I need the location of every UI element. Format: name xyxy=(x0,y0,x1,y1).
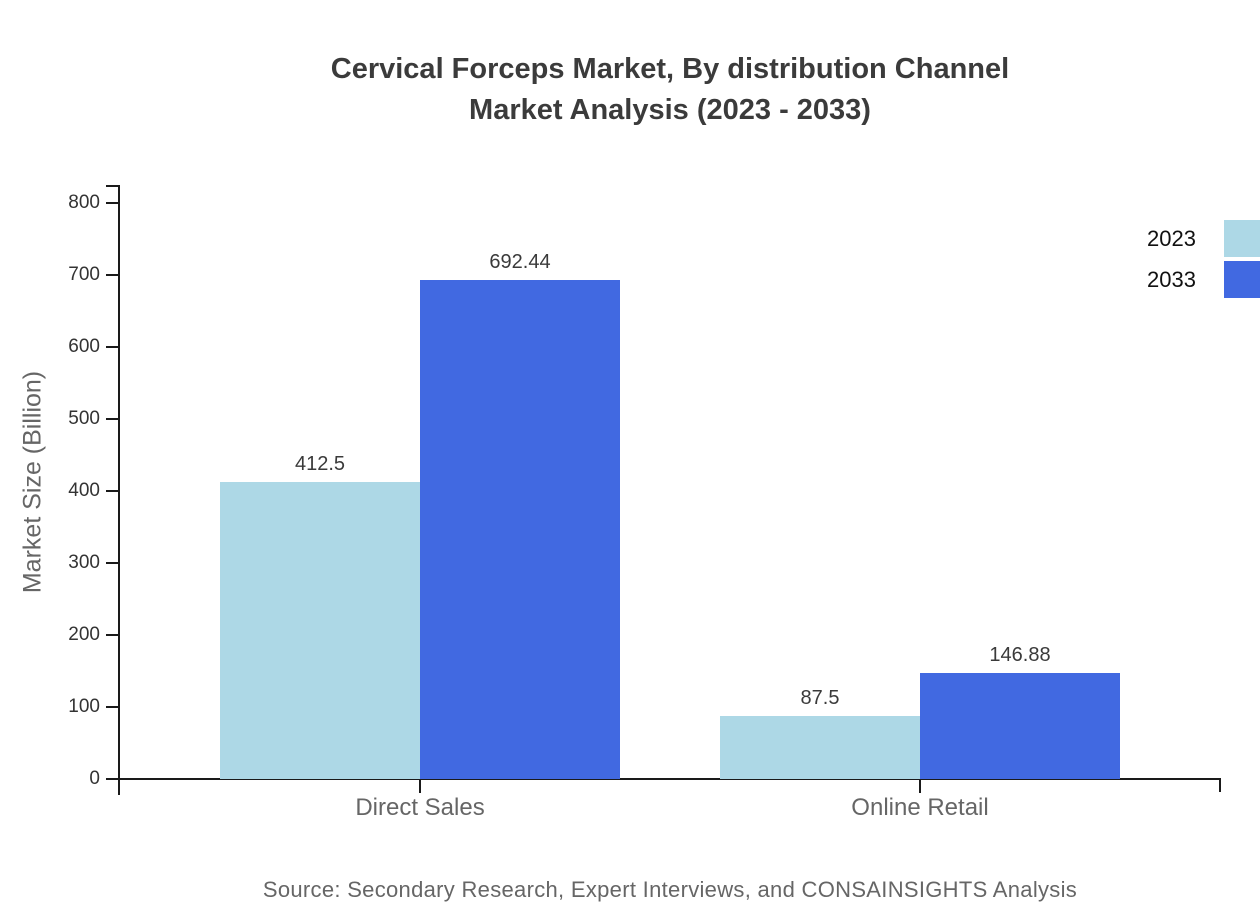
x-axis-spine xyxy=(120,778,1221,780)
bar-2033-online-retail xyxy=(920,673,1120,779)
y-tick xyxy=(106,274,118,276)
y-tick-label: 400 xyxy=(68,480,100,501)
y-tick-label: 500 xyxy=(68,408,100,429)
y-axis-spine xyxy=(118,185,120,795)
x-tick-label: Online Retail xyxy=(851,794,989,821)
bar-value-label: 146.88 xyxy=(989,644,1051,667)
y-axis-end-tick xyxy=(106,185,120,187)
y-tick xyxy=(106,706,118,708)
chart-title: Cervical Forceps Market, By distribution… xyxy=(120,49,1220,131)
x-axis-end-tick xyxy=(1219,778,1221,792)
y-tick xyxy=(106,562,118,564)
bar-value-label: 412.5 xyxy=(294,453,346,475)
y-tick-label: 0 xyxy=(89,768,100,789)
x-tick xyxy=(919,778,921,793)
bar-2023-direct-sales xyxy=(220,482,420,779)
bar-2033-direct-sales xyxy=(420,280,620,779)
y-tick-label: 300 xyxy=(68,552,100,573)
x-tick-label: Direct Sales xyxy=(355,794,485,821)
bar-value-label: 692.44 xyxy=(489,251,551,274)
y-tick xyxy=(106,202,118,204)
y-tick xyxy=(106,346,118,348)
y-tick-label: 200 xyxy=(68,624,100,645)
y-tick xyxy=(106,490,118,492)
y-tick xyxy=(106,778,118,780)
y-tick xyxy=(106,418,118,420)
chart-title-line2: Market Analysis (2023 - 2033) xyxy=(469,94,871,126)
y-tick-label: 700 xyxy=(68,264,100,285)
y-tick-label: 100 xyxy=(68,696,100,717)
legend-label: 2023 xyxy=(1147,226,1196,251)
bar-value-label: 87.5 xyxy=(800,687,840,709)
legend-label: 2033 xyxy=(1147,267,1196,292)
y-tick-label: 600 xyxy=(68,336,100,357)
source-attribution: Source: Secondary Research, Expert Inter… xyxy=(262,877,1078,902)
y-tick xyxy=(106,634,118,636)
chart-title-line1: Cervical Forceps Market, By distribution… xyxy=(330,53,1010,85)
y-tick-label: 800 xyxy=(68,192,100,213)
bar-2023-online-retail xyxy=(720,716,920,779)
x-tick xyxy=(419,778,421,793)
legend-swatch xyxy=(1224,220,1260,257)
legend-swatch xyxy=(1224,261,1260,298)
